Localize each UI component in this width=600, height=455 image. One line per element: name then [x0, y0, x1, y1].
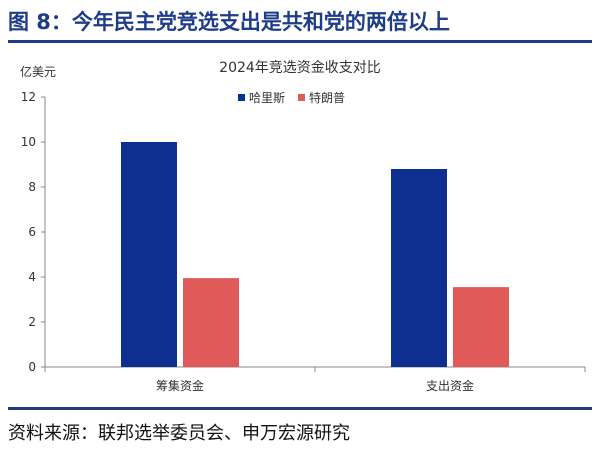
- legend: 哈里斯 特朗普: [238, 90, 345, 105]
- y-tick-label: 6: [28, 225, 36, 239]
- bar: [183, 278, 239, 367]
- bars: [121, 142, 509, 367]
- axes: 0 2 4 6 8 10 12 筹集资金 支出资金: [21, 90, 586, 393]
- figure-title: 图 8：今年民主党竞选支出是共和党的两倍以上: [8, 10, 450, 34]
- bar: [391, 169, 447, 367]
- chart-title: 2024年竞选资金收支对比: [219, 59, 381, 76]
- bar: [121, 142, 177, 367]
- bar: [453, 287, 509, 367]
- y-tick-label: 4: [28, 270, 36, 284]
- y-tick-label: 12: [21, 90, 36, 104]
- y-tick-label: 8: [28, 180, 36, 194]
- x-tick-label: 筹集资金: [156, 378, 204, 393]
- bar-chart: 2024年竞选资金收支对比 亿美元 哈里斯 特朗普 0 2 4 6 8 10 12 筹集资金 支出…: [20, 59, 586, 393]
- y-axis-label: 亿美元: [20, 64, 56, 79]
- legend-label: 特朗普: [309, 90, 345, 105]
- footer-divider: [8, 407, 592, 410]
- title-divider: [8, 40, 592, 43]
- y-tick-label: 10: [21, 135, 36, 149]
- legend-swatch: [238, 94, 245, 101]
- legend-label: 哈里斯: [249, 91, 285, 105]
- y-tick-label: 0: [28, 360, 36, 374]
- y-tick-label: 2: [28, 315, 36, 329]
- x-tick-label: 支出资金: [426, 378, 474, 393]
- legend-swatch: [298, 94, 305, 101]
- source-note: 资料来源：联邦选举委员会、申万宏源研究: [8, 423, 350, 444]
